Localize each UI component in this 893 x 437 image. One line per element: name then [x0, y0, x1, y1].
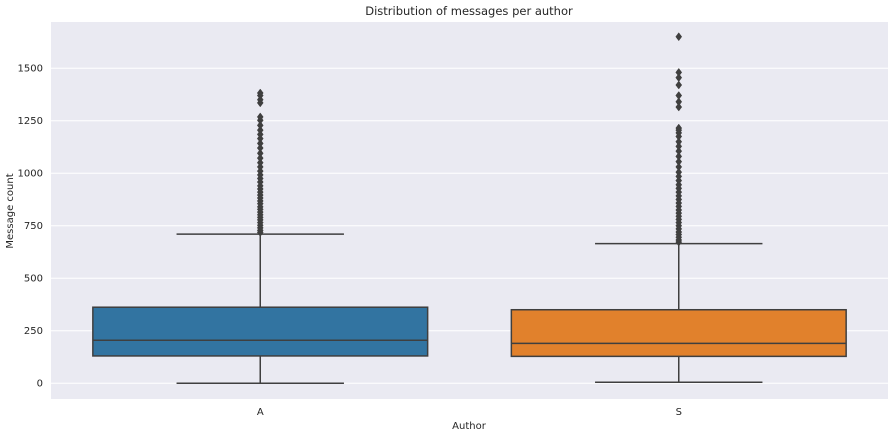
- y-axis-label: Message count: [5, 173, 16, 248]
- y-tick-label: 250: [24, 326, 43, 337]
- outlier-point: [256, 143, 264, 153]
- box-iqr: [92, 306, 429, 357]
- outlier-point: [256, 125, 264, 135]
- outlier-point: [675, 80, 683, 90]
- outlier-point: [256, 88, 264, 98]
- box-iqr: [510, 308, 847, 358]
- outlier-point: [256, 148, 264, 158]
- y-tick-label: 1000: [18, 169, 43, 180]
- outlier-point: [256, 158, 264, 168]
- box-group-S: [510, 32, 847, 383]
- y-tick-label: 500: [24, 274, 43, 285]
- chart-title: Distribution of messages per author: [365, 4, 573, 18]
- outlier-point: [675, 146, 683, 156]
- outlier-point: [675, 73, 683, 83]
- y-tick-label: 1500: [18, 64, 43, 75]
- outlier-point: [675, 91, 683, 100]
- outlier-point: [256, 138, 264, 148]
- y-tick-label: 0: [37, 379, 43, 390]
- boxes: [92, 32, 847, 384]
- y-tick-label: 1250: [18, 116, 43, 127]
- outlier-point: [675, 123, 683, 133]
- outlier-point: [256, 153, 264, 163]
- outlier-point: [675, 162, 683, 172]
- x-tick-label: S: [676, 407, 682, 418]
- outlier-point: [256, 120, 264, 130]
- outlier-point: [675, 152, 683, 161]
- outlier-point: [675, 141, 683, 151]
- box-group-A: [92, 88, 429, 384]
- outlier-point: [675, 102, 683, 112]
- outlier-point: [675, 157, 683, 167]
- outlier-point: [675, 167, 683, 177]
- y-tick-label: 750: [24, 221, 43, 232]
- outlier-point: [675, 67, 683, 77]
- outlier-point: [675, 137, 683, 147]
- x-axis-label: Author: [452, 421, 487, 432]
- outlier-point: [675, 97, 683, 107]
- y-tick-labels: 0 250 500 750 1000 1250 1500: [18, 64, 43, 390]
- outlier-point: [675, 32, 683, 42]
- outlier-point: [256, 112, 264, 122]
- x-tick-label: A: [257, 407, 264, 418]
